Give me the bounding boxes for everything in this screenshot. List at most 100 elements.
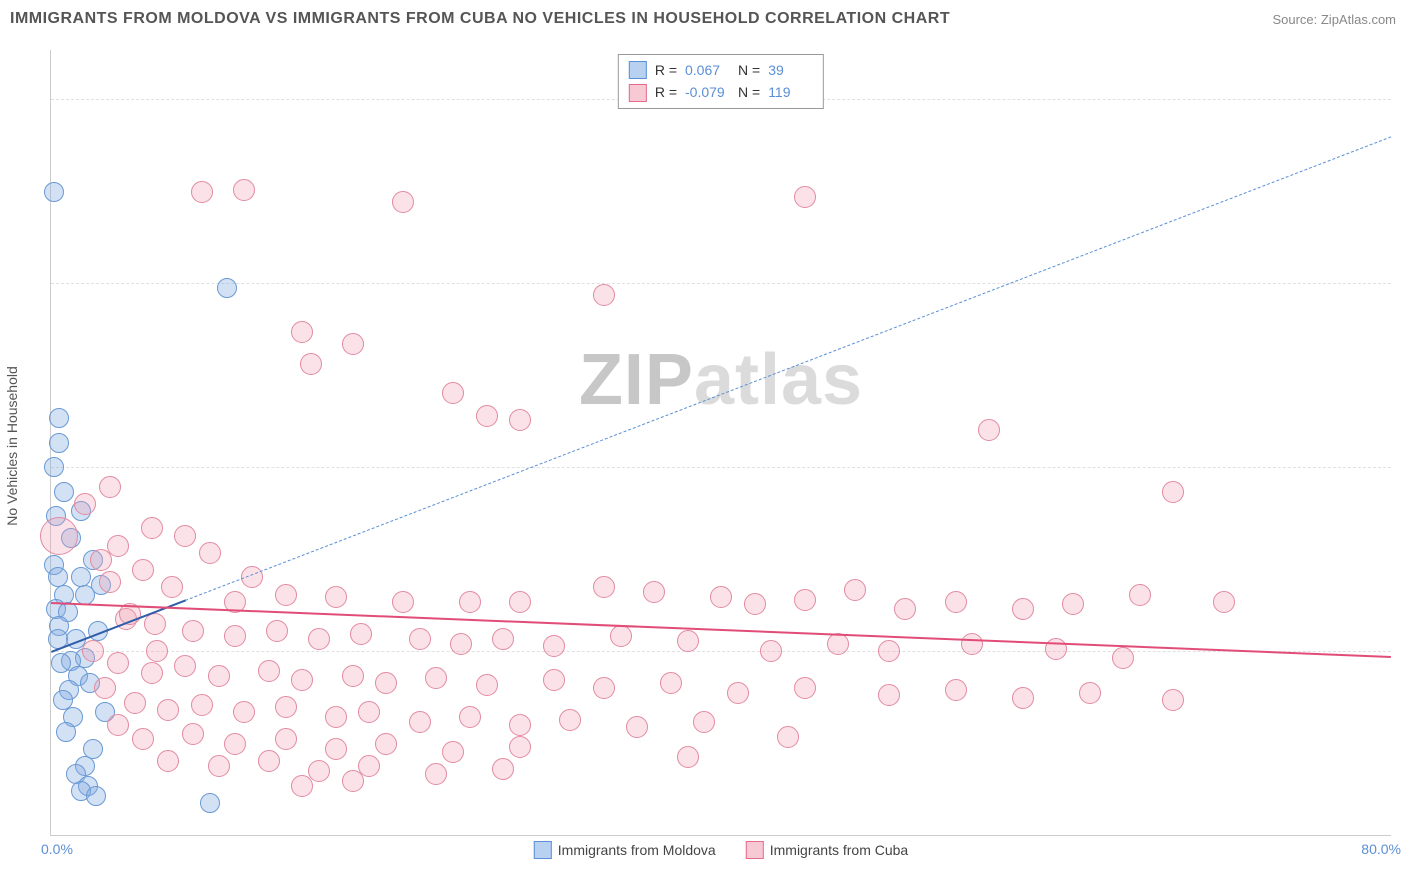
scatter-point-moldova [86,786,106,806]
scatter-point-cuba [509,409,531,431]
scatter-point-cuba [693,711,715,733]
source-label: Source: ZipAtlas.com [1272,12,1396,27]
scatter-point-cuba [342,770,364,792]
scatter-point-cuba [144,613,166,635]
scatter-point-cuba [727,682,749,704]
scatter-point-cuba [275,584,297,606]
y-tick-label: 30.0% [1396,91,1406,107]
grid-line [51,651,1391,652]
scatter-point-cuba [375,672,397,694]
trendline [185,136,1391,601]
scatter-point-cuba [342,333,364,355]
scatter-point-moldova [217,278,237,298]
scatter-point-cuba [208,665,230,687]
r-label: R = [655,59,677,81]
y-tick-label: 15.0% [1396,459,1406,475]
scatter-point-cuba [442,741,464,763]
scatter-point-cuba [543,635,565,657]
scatter-point-cuba [459,706,481,728]
r-value: -0.079 [685,81,730,103]
series-legend: Immigrants from Moldova Immigrants from … [534,841,908,859]
scatter-point-cuba [258,750,280,772]
scatter-point-cuba [132,728,154,750]
r-value: 0.067 [685,59,730,81]
scatter-point-cuba [543,669,565,691]
scatter-point-cuba [342,665,364,687]
y-tick-label: 22.5% [1396,275,1406,291]
scatter-point-cuba [978,419,1000,441]
scatter-point-cuba [1012,687,1034,709]
legend-row: R = 0.067 N = 39 [629,59,813,81]
scatter-point-cuba [593,284,615,306]
scatter-point-cuba [291,669,313,691]
scatter-point-cuba [258,660,280,682]
scatter-point-cuba [677,630,699,652]
scatter-point-cuba [182,620,204,642]
scatter-point-cuba [233,179,255,201]
scatter-point-cuba [509,736,531,758]
scatter-point-cuba [409,711,431,733]
scatter-point-cuba [744,593,766,615]
swatch-icon [629,61,647,79]
scatter-point-cuba [107,714,129,736]
legend-label: Immigrants from Moldova [558,842,716,858]
y-tick-label: 7.5% [1396,643,1406,659]
scatter-point-cuba [1045,638,1067,660]
scatter-point-cuba [492,628,514,650]
scatter-point-cuba [40,517,78,555]
scatter-point-cuba [878,684,900,706]
scatter-point-cuba [392,591,414,613]
scatter-point-moldova [49,433,69,453]
scatter-point-cuba [224,733,246,755]
swatch-icon [534,841,552,859]
scatter-point-cuba [509,714,531,736]
scatter-point-cuba [132,559,154,581]
scatter-point-cuba [1062,593,1084,615]
x-tick-left: 0.0% [41,841,73,857]
grid-line [51,467,1391,468]
scatter-point-cuba [894,598,916,620]
scatter-point-cuba [760,640,782,662]
scatter-point-cuba [350,623,372,645]
scatter-point-cuba [1162,481,1184,503]
scatter-point-cuba [99,476,121,498]
legend-row: R = -0.079 N = 119 [629,81,813,103]
correlation-legend: R = 0.067 N = 39 R = -0.079 N = 119 [618,54,824,109]
scatter-point-cuba [325,586,347,608]
scatter-point-cuba [409,628,431,650]
x-tick-right: 80.0% [1361,841,1401,857]
scatter-point-cuba [208,755,230,777]
scatter-point-cuba [157,699,179,721]
scatter-point-cuba [224,625,246,647]
scatter-point-cuba [425,763,447,785]
swatch-icon [746,841,764,859]
scatter-point-cuba [476,405,498,427]
scatter-point-cuba [1112,647,1134,669]
scatter-point-cuba [945,591,967,613]
scatter-point-cuba [660,672,682,694]
n-value: 119 [768,81,813,103]
scatter-point-cuba [593,576,615,598]
n-label: N = [738,81,760,103]
scatter-point-cuba [476,674,498,696]
scatter-point-cuba [266,620,288,642]
scatter-point-cuba [945,679,967,701]
scatter-point-cuba [90,549,112,571]
scatter-point-cuba [794,677,816,699]
watermark: ZIPatlas [579,339,863,421]
grid-line [51,283,1391,284]
legend-item: Immigrants from Cuba [746,841,908,859]
scatter-point-cuba [794,186,816,208]
scatter-point-cuba [82,640,104,662]
swatch-icon [629,84,647,102]
y-axis-label: No Vehicles in Household [4,366,20,526]
scatter-point-cuba [358,701,380,723]
scatter-point-cuba [275,696,297,718]
scatter-point-cuba [174,655,196,677]
chart-title: IMMIGRANTS FROM MOLDOVA VS IMMIGRANTS FR… [10,10,950,28]
scatter-point-moldova [44,182,64,202]
scatter-point-cuba [375,733,397,755]
scatter-point-moldova [75,585,95,605]
scatter-point-cuba [99,571,121,593]
r-label: R = [655,81,677,103]
